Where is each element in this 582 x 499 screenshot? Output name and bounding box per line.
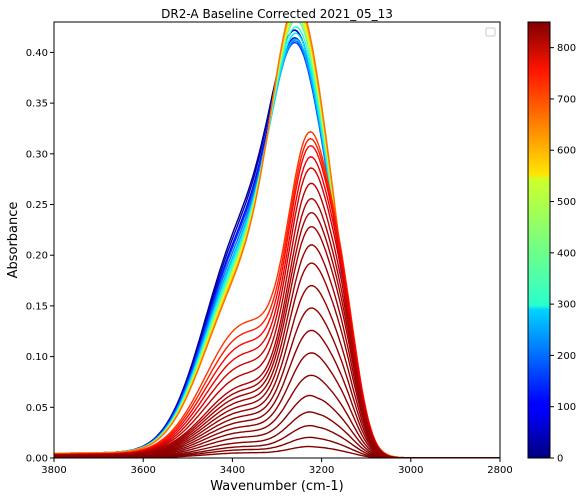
x-tick-label: 3000 — [398, 465, 423, 476]
y-tick-label: 0.15 — [26, 301, 48, 312]
y-tick-label: 0.10 — [26, 352, 48, 363]
y-axis: 0.00 0.05 0.10 0.15 0.20 0.25 0.30 0.35 0.40 — [26, 48, 54, 465]
colorbar-tick-label: 400 — [557, 248, 576, 259]
legend-box — [485, 27, 496, 37]
colorbar-tick-label: 700 — [557, 94, 576, 105]
colorbar-tick-label: 100 — [557, 402, 576, 413]
x-tick-label: 2800 — [487, 465, 512, 476]
colorbar — [527, 21, 551, 459]
x-tick-label: 3200 — [309, 465, 334, 476]
x-axis: 3800 3600 3400 3200 3000 2800 — [41, 458, 513, 476]
x-axis-title: Wavenumber (cm-1) — [210, 479, 343, 494]
y-tick-label: 0.25 — [26, 200, 48, 211]
x-tick-label: 3400 — [220, 465, 245, 476]
series-line — [54, 22, 500, 458]
y-tick-label: 0.00 — [26, 454, 48, 465]
y-tick-label: 0.35 — [26, 99, 48, 110]
y-tick-label: 0.30 — [26, 149, 48, 160]
chart-title: DR2-A Baseline Corrected 2021_05_13 — [161, 7, 393, 21]
series-layer — [54, 22, 500, 458]
x-tick-label: 3600 — [130, 465, 155, 476]
plot-area — [54, 22, 500, 458]
colorbar-tick-label: 200 — [557, 351, 576, 362]
x-tick-label: 3800 — [41, 465, 66, 476]
colorbar-tick-label: 300 — [557, 300, 576, 311]
colorbar-tick-label: 500 — [557, 197, 576, 208]
y-tick-label: 0.40 — [26, 48, 48, 59]
colorbar-tick-label: 600 — [557, 146, 576, 157]
plot-frame — [53, 21, 501, 459]
colorbar-tick-label: 0 — [557, 454, 563, 465]
y-tick-label: 0.20 — [26, 251, 48, 262]
colorbar-axis: 0 100 200 300 400 500 600 700 800 — [550, 43, 576, 465]
y-tick-label: 0.05 — [26, 403, 48, 414]
colorbar-tick-label: 800 — [557, 43, 576, 54]
y-axis-title: Absorbance — [6, 202, 21, 279]
